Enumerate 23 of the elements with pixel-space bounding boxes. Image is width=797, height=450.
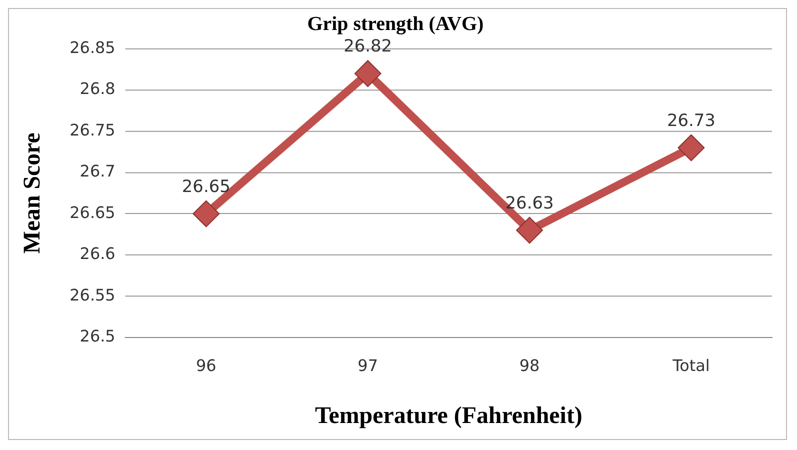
x-tick-label: 96 bbox=[196, 356, 216, 376]
point bbox=[516, 216, 543, 244]
y-axis-title: Mean Score bbox=[20, 132, 46, 254]
point bbox=[678, 134, 705, 162]
y-tick-label: 26.5 bbox=[80, 326, 116, 346]
point bbox=[354, 60, 382, 87]
y-tick-label: 26.6 bbox=[80, 244, 116, 264]
x-tick-label: Total bbox=[672, 356, 710, 376]
data-label: 26.73 bbox=[666, 110, 716, 130]
y-tick-label: 26.85 bbox=[70, 38, 116, 57]
y-tick-label: 26.65 bbox=[70, 202, 116, 222]
point bbox=[192, 200, 220, 228]
y-tick-label: 26.55 bbox=[70, 285, 116, 304]
data-label: 26.82 bbox=[344, 36, 392, 56]
x-tick-label: 97 bbox=[358, 356, 378, 376]
x-tick-label: 98 bbox=[519, 356, 540, 376]
y-tick-label: 26.8 bbox=[80, 79, 116, 98]
data-label: 26.65 bbox=[182, 176, 230, 196]
y-tick-label: 26.7 bbox=[80, 162, 116, 181]
x-axis-title: Temperature (Fahrenheit) bbox=[314, 402, 582, 429]
y-tick-label: 26.75 bbox=[70, 120, 116, 140]
chart-title: Grip strength (AVG) bbox=[307, 13, 484, 36]
data-label: 26.63 bbox=[505, 192, 554, 212]
